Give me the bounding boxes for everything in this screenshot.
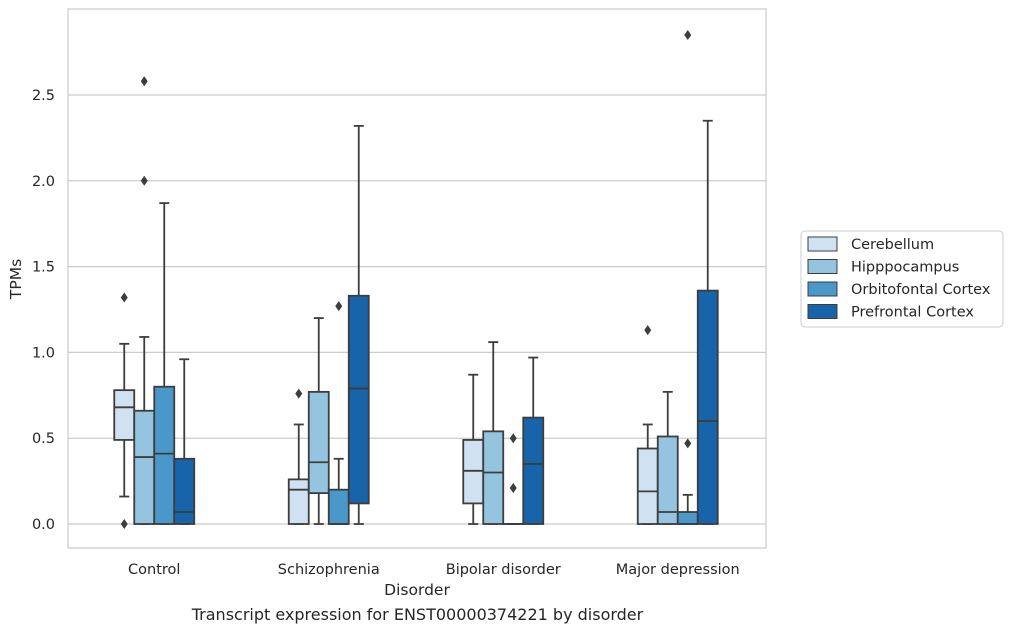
box [656, 390, 679, 525]
box-body [676, 511, 699, 525]
box [636, 325, 659, 525]
y-tick-label: 2.5 [32, 88, 55, 104]
outlier-point [295, 388, 303, 399]
box-body [347, 294, 370, 505]
box-body [656, 435, 679, 525]
box-group [113, 29, 719, 529]
box-body [113, 389, 136, 441]
y-axis-title: TPMs [7, 259, 25, 300]
legend-swatch [807, 281, 838, 297]
box [347, 124, 370, 525]
outlier-point [644, 325, 652, 336]
box [153, 202, 176, 525]
y-tick-label: 0.0 [32, 517, 55, 533]
box-body [327, 488, 350, 525]
y-tick-label: 1.5 [32, 260, 55, 276]
box-body [287, 478, 310, 525]
legend-swatch [807, 236, 838, 252]
legend-label: Hipppocampus [851, 260, 959, 276]
box [307, 317, 330, 525]
x-tick-label: Bipolar disorder [446, 562, 561, 578]
y-tick-label: 0.5 [32, 431, 55, 447]
y-tick-label: 1.0 [32, 345, 55, 361]
outlier-point [120, 519, 128, 529]
outlier-point [335, 301, 343, 312]
box-body [173, 457, 196, 525]
x-tick-label: Schizophrenia [278, 562, 380, 578]
legend-swatch [807, 304, 838, 319]
box [696, 119, 719, 525]
box-body [153, 385, 176, 525]
x-tick-label: Control [128, 562, 180, 578]
box-body [482, 430, 505, 525]
outlier-point [120, 292, 128, 303]
legend-label: Cerebellum [851, 237, 934, 253]
y-tick-labels: 0.0 0.5 1.0 1.5 2.0 2.5 [32, 88, 55, 533]
x-tick-label: Major depression [616, 562, 740, 578]
box-body [133, 409, 156, 525]
box [522, 356, 545, 525]
outlier-point [684, 438, 692, 449]
legend-label: Orbitofontal Cortex [851, 282, 991, 298]
outlier-point [684, 29, 692, 40]
x-axis-title: Disorder [384, 581, 450, 599]
box [287, 388, 310, 525]
outlier-point [140, 175, 148, 186]
legend-label: Prefrontal Cortex [851, 305, 974, 321]
y-tick-label: 2.0 [32, 174, 55, 190]
outlier-point [509, 482, 517, 493]
box-body [522, 416, 545, 525]
legend-frame [800, 230, 1004, 328]
figure-caption: Transcript expression for ENST0000037422… [191, 605, 644, 624]
legend-swatch [807, 259, 838, 274]
box-body [636, 447, 659, 525]
box-body [696, 289, 719, 525]
outlier-point [509, 433, 517, 444]
box [482, 341, 505, 525]
box [173, 358, 196, 525]
legend: Cerebellum Hipppocampus Orbitofontal Corte… [800, 230, 1004, 328]
outlier-point [140, 76, 148, 87]
box [327, 301, 350, 525]
box-body [307, 390, 330, 495]
x-tick-labels: Control Schizophrenia Bipolar disorder Majo… [128, 562, 740, 578]
